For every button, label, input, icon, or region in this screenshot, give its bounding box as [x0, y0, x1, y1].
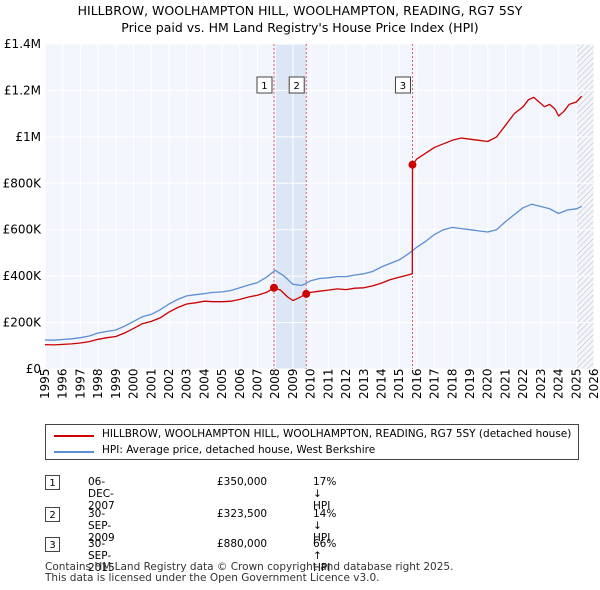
- y-tick-label: £1.4M: [4, 37, 41, 51]
- x-tick-label: 2020: [481, 368, 495, 399]
- x-tick-label: 2003: [180, 368, 194, 399]
- transaction-hpi: 66% ↑ HPI: [313, 538, 337, 574]
- chart-subtitle: Price paid vs. HM Land Registry's House …: [121, 20, 479, 35]
- transaction-date: 30-SEP-2015: [88, 538, 115, 574]
- sale-label-box: [394, 76, 411, 94]
- transaction-date: 06-DEC-2007: [88, 476, 115, 512]
- transaction-price: £880,000: [217, 538, 268, 550]
- x-tick-label: 2022: [516, 368, 530, 399]
- x-tick-label: 2016: [410, 368, 424, 399]
- y-tick-label: £0: [26, 362, 41, 376]
- x-tick-label: 2026: [587, 368, 600, 399]
- legend-property-label: HILLBROW, WOOLHAMPTON HILL, WOOLHAMPTON,…: [102, 428, 572, 440]
- sale-label-box: [256, 76, 273, 94]
- y-tick-label: £800K: [3, 176, 43, 190]
- y-tick-label: £1.2M: [4, 83, 41, 97]
- sale-label-number: 2: [294, 81, 300, 92]
- x-tick-label: 2005: [215, 368, 229, 399]
- x-tick-label: 2007: [251, 368, 265, 399]
- hpi-line: [44, 203, 582, 341]
- sale-label-number: 1: [261, 81, 267, 92]
- x-tick-label: 2011: [321, 368, 335, 399]
- y-tick-label: £400K: [3, 269, 43, 283]
- x-tick-label: 2014: [374, 368, 388, 399]
- legend-hpi-swatch: [54, 451, 94, 453]
- transaction-price: £350,000: [217, 476, 268, 488]
- x-tick-label: 1997: [73, 368, 87, 399]
- x-tick-label: 1995: [38, 368, 52, 399]
- x-tick-label: 2010: [304, 368, 318, 399]
- x-tick-label: 2019: [463, 368, 477, 399]
- ownership-band: [273, 44, 307, 369]
- sale-point: [302, 289, 311, 298]
- transaction-price: £323,500: [217, 508, 268, 520]
- x-tick-label: 2025: [569, 368, 583, 399]
- footer-licence: This data is licensed under the Open Gov…: [45, 572, 380, 584]
- y-tick-label: £600K: [3, 223, 43, 237]
- x-tick-label: 2017: [428, 368, 442, 399]
- x-tick-label: 2002: [162, 368, 176, 399]
- x-tick-label: 2024: [552, 368, 566, 399]
- property-price-line: [44, 95, 583, 346]
- x-tick-label: 2000: [127, 368, 141, 399]
- x-tick-label: 1998: [91, 368, 105, 399]
- x-tick-label: 1996: [56, 368, 70, 399]
- transaction-number: 3: [45, 537, 60, 552]
- legend-hpi-label: HPI: Average price, detached house, West…: [102, 444, 376, 456]
- x-tick-label: 1999: [109, 368, 123, 399]
- chart-title: HILLBROW, WOOLHAMPTON HILL, WOOLHAMPTON,…: [77, 3, 523, 18]
- x-tick-label: 2008: [268, 368, 282, 399]
- x-tick-label: 2021: [498, 368, 512, 399]
- transaction-hpi: 17% ↓ HPI: [313, 476, 337, 512]
- x-tick-label: 2001: [144, 368, 158, 399]
- footer-copyright: Contains HM Land Registry data © Crown c…: [45, 561, 454, 573]
- x-tick-label: 2015: [392, 368, 406, 399]
- sale-label-number: 3: [400, 81, 406, 92]
- x-tick-label: 2023: [534, 368, 548, 399]
- sale-point: [269, 283, 278, 292]
- y-tick-label: £200K: [3, 316, 43, 330]
- x-tick-label: 2018: [445, 368, 459, 399]
- x-tick-label: 2006: [233, 368, 247, 399]
- x-tick-label: 2012: [339, 368, 353, 399]
- plot-area: [45, 44, 594, 369]
- transaction-number: 2: [45, 507, 60, 522]
- price-chart: 1 2 3 £0 £200K £400K £600K £800K £1M £1.2M £1.4M 19…: [3, 37, 600, 399]
- sale-point: [408, 160, 417, 169]
- legend-property-swatch: [54, 435, 94, 437]
- chart-legend: HILLBROW, WOOLHAMPTON HILL, WOOLHAMPTON,…: [45, 424, 579, 460]
- x-tick-label: 2004: [197, 368, 211, 399]
- x-tick-label: 2009: [286, 368, 300, 399]
- x-tick-label: 2013: [357, 368, 371, 399]
- sale-label-box: [288, 76, 305, 94]
- transaction-date: 30-SEP-2009: [88, 508, 115, 544]
- transaction-number: 1: [45, 475, 60, 490]
- y-tick-label: £1M: [15, 130, 41, 144]
- forecast-hatch: [576, 44, 594, 369]
- transaction-hpi: 14% ↓ HPI: [313, 508, 337, 544]
